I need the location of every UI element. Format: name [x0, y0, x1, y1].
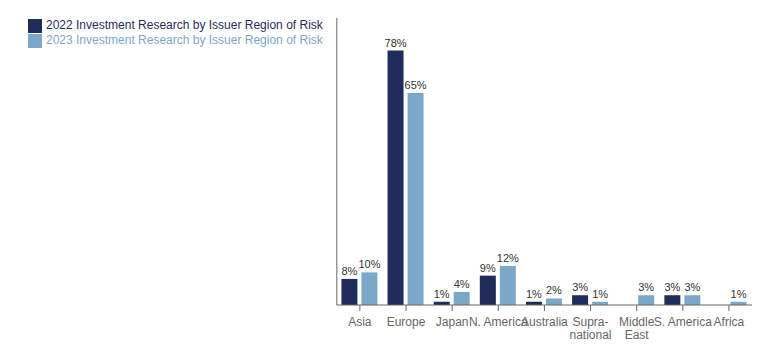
svg-text:1%: 1%	[434, 288, 450, 300]
svg-text:1%: 1%	[731, 288, 747, 300]
svg-text:3%: 3%	[664, 281, 680, 293]
html-text:2022 Investment Research by Is: 2022 Investment Research by Issuer Regio…	[46, 18, 323, 32]
svg-text:65%: 65%	[405, 79, 427, 91]
svg-text:3%: 3%	[684, 281, 700, 293]
svg-text:S. America: S. America	[654, 315, 712, 329]
svg-text:1%: 1%	[592, 288, 608, 300]
svg-text:MiddleEast: MiddleEast	[619, 315, 655, 343]
svg-text:9%: 9%	[480, 262, 496, 274]
svg-text:Japan: Japan	[436, 315, 469, 329]
svg-text:1%: 1%	[526, 288, 542, 300]
svg-text:4%: 4%	[454, 278, 470, 290]
svg-text:N. America: N. America	[469, 315, 528, 329]
svg-text:78%: 78%	[385, 37, 407, 49]
svg-text:3%: 3%	[572, 281, 588, 293]
svg-text:12%: 12%	[497, 252, 519, 264]
svg-text:2%: 2%	[546, 284, 562, 296]
svg-text:Asia: Asia	[348, 315, 372, 329]
svg-text:Europe: Europe	[387, 315, 426, 329]
svg-text:Supra-national: Supra-national	[570, 315, 612, 343]
svg-text:8%: 8%	[341, 265, 357, 277]
svg-text:3%: 3%	[638, 281, 654, 293]
svg-text:10%: 10%	[358, 258, 380, 270]
svg-text:Africa: Africa	[714, 315, 745, 329]
svg-text:Australia: Australia	[521, 315, 568, 329]
html-text:2023 Investment Research by Is: 2023 Investment Research by Issuer Regio…	[46, 32, 323, 47]
